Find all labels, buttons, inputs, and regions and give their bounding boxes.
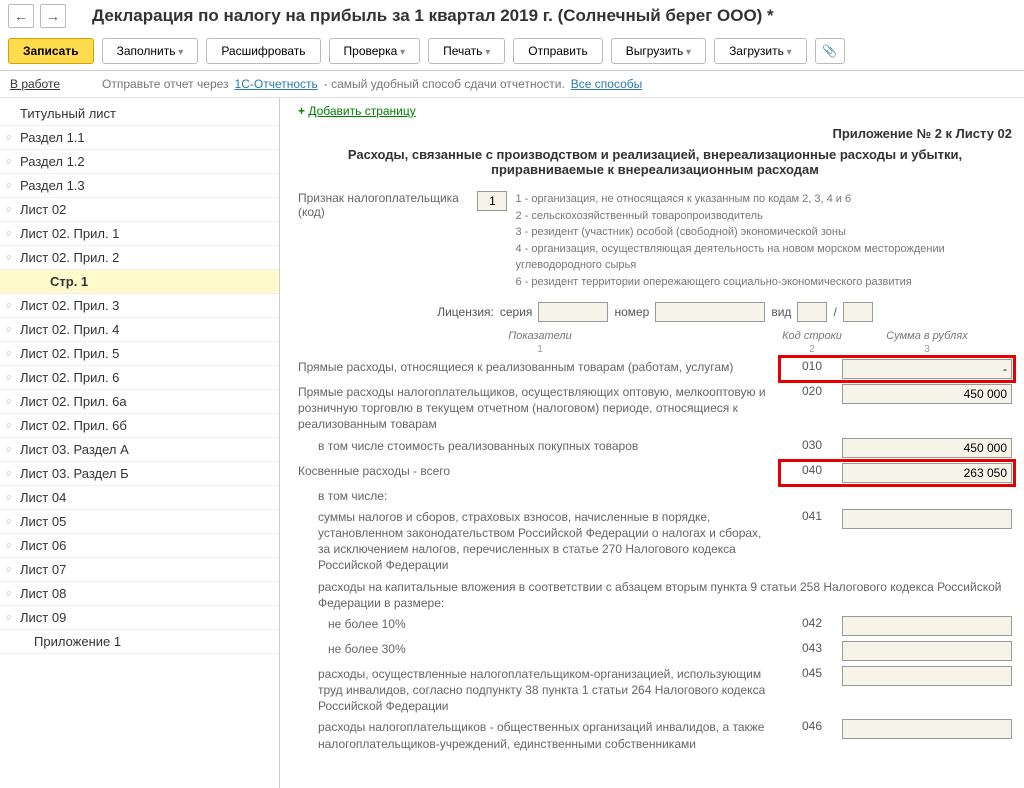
check-button[interactable]: Проверка [329,38,421,64]
taxpayer-code-line: 4 - организация, осуществляющая деятельн… [515,241,1012,274]
row-code: 046 [782,719,842,739]
load-button[interactable]: Загрузить [714,38,807,64]
status-text2: - самый удобный способ сдачи отчетности. [324,77,565,91]
taxpayer-code-line: 1 - организация, не относящаяся к указан… [515,191,1012,208]
col-sub-3: 3 [842,344,1012,355]
tree-item[interactable]: Лист 02. Прил. 4 [0,318,279,342]
attach-icon[interactable]: 📎 [815,38,845,64]
row-label: в том числе: [298,488,1012,504]
tree-item[interactable]: Лист 02. Прил. 5 [0,342,279,366]
forward-button[interactable]: → [40,4,66,28]
tree-item[interactable]: Лист 02. Прил. 6б [0,414,279,438]
row-value-input[interactable] [842,509,1012,529]
tree-item[interactable]: Лист 02 [0,198,279,222]
tree-item[interactable]: Лист 07 [0,558,279,582]
col-sub-2: 2 [782,344,842,355]
license-number-input[interactable] [655,302,765,322]
row-code: 030 [782,438,842,458]
section-title: Расходы, связанные с производством и реа… [298,147,1012,177]
all-ways-link[interactable]: Все способы [571,77,643,91]
tree-item[interactable]: Раздел 1.2 [0,150,279,174]
row-value-input[interactable] [842,438,1012,458]
tree-item[interactable]: Лист 06 [0,534,279,558]
col-header-1: Показатели [298,330,782,342]
tree-item[interactable]: Лист 08 [0,582,279,606]
row-value-input[interactable] [842,666,1012,686]
row-label: Косвенные расходы - всего [298,463,782,479]
taxpayer-code-line: 2 - сельскохозяйственный товаропроизводи… [515,208,1012,225]
row-label: суммы налогов и сборов, страховых взносо… [298,509,782,574]
license-series-input[interactable] [538,302,608,322]
tree-item[interactable]: Лист 03. Раздел А [0,438,279,462]
row-label: Прямые расходы, относящиеся к реализован… [298,359,782,375]
row-label: не более 30% [298,641,782,657]
license-number-label: номер [614,305,649,319]
tree-item[interactable]: Лист 02. Прил. 2 [0,246,279,270]
row-code: 010 [782,359,842,379]
row-code: 043 [782,641,842,661]
add-page-link[interactable]: Добавить страницу [308,104,415,118]
license-type1-input[interactable] [797,302,827,322]
write-button[interactable]: Записать [8,38,94,64]
row-value-input[interactable] [842,359,1012,379]
taxpayer-code-input[interactable] [477,191,507,211]
tree-item[interactable]: Титульный лист [0,102,279,126]
tree-item[interactable]: Лист 02. Прил. 1 [0,222,279,246]
report-link[interactable]: 1С-Отчетность [235,77,318,91]
plus-icon: + [298,104,308,118]
col-header-2: Код строки [782,330,842,342]
form-content: + Добавить страницу Приложение № 2 к Лис… [280,98,1024,788]
row-value-input[interactable] [842,463,1012,483]
attachment-title: Приложение № 2 к Листу 02 [298,126,1012,141]
license-sep: / [833,305,836,319]
row-label: не более 10% [298,616,782,632]
row-value-input[interactable] [842,719,1012,739]
taxpayer-code-line: 3 - резидент (участник) особой (свободно… [515,224,1012,241]
row-value-input[interactable] [842,384,1012,404]
row-label: расходы, осуществленные налогоплательщик… [298,666,782,715]
license-series-label: серия [500,305,533,319]
tree-nav: Титульный листРаздел 1.1Раздел 1.2Раздел… [0,98,280,788]
row-code: 041 [782,509,842,529]
row-code: 042 [782,616,842,636]
fill-button[interactable]: Заполнить [102,38,199,64]
row-label: расходы налогоплательщиков - общественны… [298,719,782,751]
tree-item[interactable]: Раздел 1.3 [0,174,279,198]
status-label[interactable]: В работе [10,77,60,91]
tree-item[interactable]: Лист 04 [0,486,279,510]
taxpayer-code-line: 6 - резидент территории опережающего соц… [515,274,1012,291]
tree-item[interactable]: Лист 03. Раздел Б [0,462,279,486]
page-title: Декларация по налогу на прибыль за 1 ква… [92,6,774,26]
license-label: Лицензия: [437,305,494,319]
decode-button[interactable]: Расшифровать [206,38,320,64]
row-code: 045 [782,666,842,686]
license-type2-input[interactable] [843,302,873,322]
tree-item[interactable]: Лист 05 [0,510,279,534]
col-sub-1: 1 [298,344,782,355]
row-value-input[interactable] [842,641,1012,661]
export-button[interactable]: Выгрузить [611,38,706,64]
row-label: Прямые расходы налогоплательщиков, осуще… [298,384,782,433]
tree-item[interactable]: Лист 09 [0,606,279,630]
print-button[interactable]: Печать [428,38,505,64]
col-header-3: Сумма в рублях [842,330,1012,342]
back-button[interactable]: ← [8,4,34,28]
row-code: 040 [782,463,842,483]
row-label: в том числе стоимость реализованных поку… [298,438,782,454]
tree-item[interactable]: Раздел 1.1 [0,126,279,150]
taxpayer-codes: 1 - организация, не относящаяся к указан… [515,191,1012,290]
tree-item[interactable]: Стр. 1 [0,270,279,294]
license-type-label: вид [771,305,791,319]
tree-item[interactable]: Лист 02. Прил. 3 [0,294,279,318]
row-label: расходы на капитальные вложения в соотве… [298,579,1012,611]
tree-item[interactable]: Приложение 1 [0,630,279,654]
tree-item[interactable]: Лист 02. Прил. 6 [0,366,279,390]
status-text: Отправьте отчет через [102,77,229,91]
row-code: 020 [782,384,842,404]
tree-item[interactable]: Лист 02. Прил. 6а [0,390,279,414]
taxpayer-label: Признак налогоплательщика (код) [298,191,469,290]
send-button[interactable]: Отправить [513,38,603,64]
row-value-input[interactable] [842,616,1012,636]
